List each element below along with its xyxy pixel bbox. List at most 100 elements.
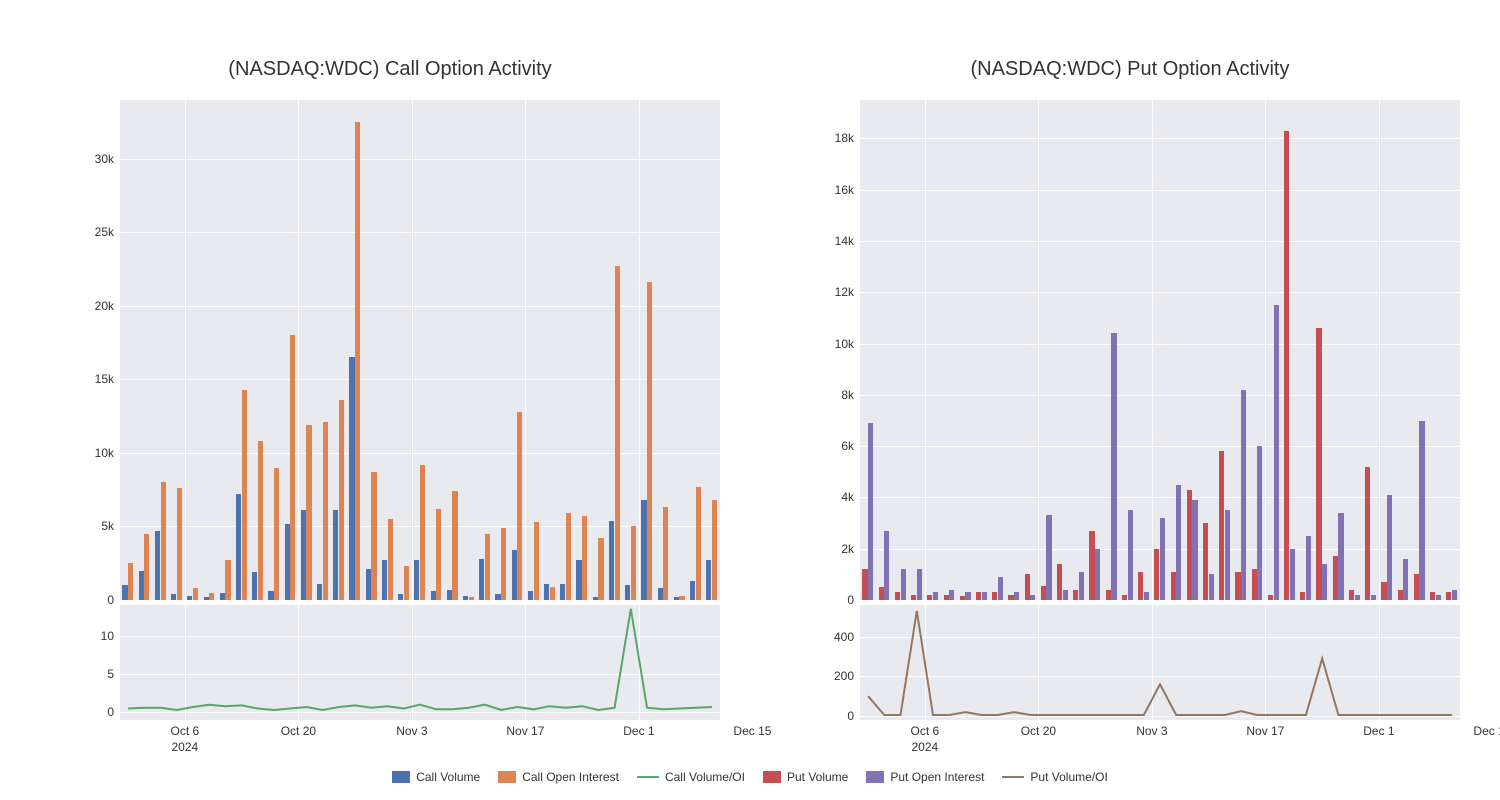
gridline xyxy=(860,344,1460,345)
call-volume-bar xyxy=(593,597,598,600)
xtick-label: Oct 20 xyxy=(281,720,316,738)
legend-swatch-rect xyxy=(392,771,410,783)
xtick-label: Dec 1 xyxy=(1363,720,1394,738)
legend: Call VolumeCall Open InterestCall Volume… xyxy=(0,770,1500,784)
put-open-interest-bar xyxy=(1355,595,1360,600)
legend-item: Put Volume xyxy=(763,770,848,784)
put-open-interest-bar xyxy=(1274,305,1279,600)
xtick-label: Nov 17 xyxy=(1246,720,1284,738)
gridline xyxy=(752,605,753,720)
left-top-ytick-label: 0 xyxy=(107,593,120,607)
chart-title-right: (NASDAQ:WDC) Put Option Activity xyxy=(800,58,1460,81)
xtick-label: Dec 1 xyxy=(623,720,654,738)
left-top-ytick-label: 20k xyxy=(95,299,120,313)
put-open-interest-bar xyxy=(1176,485,1181,600)
call-volume-bar xyxy=(560,584,565,600)
put-volume-bar xyxy=(1008,595,1013,600)
legend-item: Call Volume xyxy=(392,770,480,784)
legend-swatch-rect xyxy=(763,771,781,783)
legend-label: Call Open Interest xyxy=(522,770,619,784)
put-volume-bar xyxy=(879,587,884,600)
xtick-label: Nov 3 xyxy=(396,720,427,738)
right-top-ytick-label: 2k xyxy=(841,542,860,556)
call-volume-bar xyxy=(171,594,176,600)
call-volume-bar xyxy=(382,560,387,600)
xtick-label: Nov 3 xyxy=(1136,720,1167,738)
call-open-interest-bar xyxy=(452,491,457,600)
put-open-interest-bar xyxy=(1387,495,1392,600)
put-volume-bar xyxy=(1057,564,1062,600)
call-volume-bar xyxy=(349,357,354,600)
put-open-interest-bar xyxy=(965,592,970,600)
put-volume-bar xyxy=(1365,467,1370,600)
put-open-interest-bar xyxy=(1111,333,1116,600)
put-volume-oi-line xyxy=(860,605,1460,720)
put-open-interest-bar xyxy=(1014,592,1019,600)
put-open-interest-bar xyxy=(998,577,1003,600)
put-volume-bar xyxy=(1073,590,1078,600)
xtick-label-year: 2024 xyxy=(912,720,939,754)
call-volume-bar xyxy=(463,596,468,600)
call-open-interest-bar xyxy=(420,465,425,600)
right-line-plot: 0200400Oct 62024Oct 20Nov 3Nov 17Dec 1De… xyxy=(860,605,1460,720)
call-open-interest-bar xyxy=(598,538,603,600)
left-top-ytick-label: 10k xyxy=(95,446,120,460)
gridline xyxy=(120,306,720,307)
chart-title-left: (NASDAQ:WDC) Call Option Activity xyxy=(60,58,720,81)
call-volume-bar xyxy=(366,569,371,600)
right-top-ytick-label: 16k xyxy=(835,183,860,197)
call-volume-bar xyxy=(690,581,695,600)
put-volume-oi-line-path xyxy=(868,611,1452,715)
put-open-interest-bar xyxy=(1371,595,1376,600)
call-volume-bar xyxy=(641,500,646,600)
put-open-interest-bar xyxy=(1095,549,1100,600)
put-open-interest-bar xyxy=(917,569,922,600)
put-open-interest-bar xyxy=(868,423,873,600)
gridline xyxy=(1038,100,1039,600)
call-volume-bar xyxy=(252,572,257,600)
put-open-interest-bar xyxy=(1079,572,1084,600)
put-volume-bar xyxy=(1187,490,1192,600)
put-volume-bar xyxy=(1154,549,1159,600)
call-open-interest-bar xyxy=(582,516,587,600)
gridline xyxy=(120,453,720,454)
call-open-interest-bar xyxy=(485,534,490,600)
gridline xyxy=(752,100,753,600)
put-open-interest-bar xyxy=(1322,564,1327,600)
call-volume-bar xyxy=(512,550,517,600)
call-open-interest-bar xyxy=(339,400,344,600)
put-volume-bar xyxy=(1203,523,1208,600)
call-open-interest-bar xyxy=(696,487,701,600)
put-volume-bar xyxy=(976,592,981,600)
right-top-ytick-label: 18k xyxy=(835,131,860,145)
gridline xyxy=(525,100,526,600)
call-volume-bar xyxy=(495,594,500,600)
call-open-interest-bar xyxy=(469,597,474,600)
call-volume-bar xyxy=(268,591,273,600)
legend-label: Put Volume xyxy=(787,770,848,784)
call-volume-bar xyxy=(285,524,290,600)
left-bottom-ytick-label: 0 xyxy=(107,705,120,719)
right-top-ytick-label: 14k xyxy=(835,234,860,248)
xtick-label-year: 2024 xyxy=(172,720,199,754)
call-volume-bar xyxy=(447,590,452,600)
gridline xyxy=(1492,100,1493,600)
call-volume-bar xyxy=(706,560,711,600)
gridline xyxy=(1265,100,1266,600)
left-bottom-ytick-label: 5 xyxy=(107,667,120,681)
gridline xyxy=(860,241,1460,242)
gridline xyxy=(120,379,720,380)
call-volume-bar xyxy=(658,588,663,600)
put-volume-bar xyxy=(1025,574,1030,600)
put-open-interest-bar xyxy=(1128,510,1133,600)
put-open-interest-bar xyxy=(1192,500,1197,600)
call-volume-bar xyxy=(576,560,581,600)
put-volume-bar xyxy=(1089,531,1094,600)
call-volume-bar xyxy=(220,593,225,600)
left-top-ytick-label: 5k xyxy=(101,519,120,533)
gridline xyxy=(860,292,1460,293)
gridline xyxy=(860,138,1460,139)
put-volume-bar xyxy=(1333,556,1338,600)
call-volume-bar xyxy=(139,571,144,600)
put-volume-bar xyxy=(1252,569,1257,600)
